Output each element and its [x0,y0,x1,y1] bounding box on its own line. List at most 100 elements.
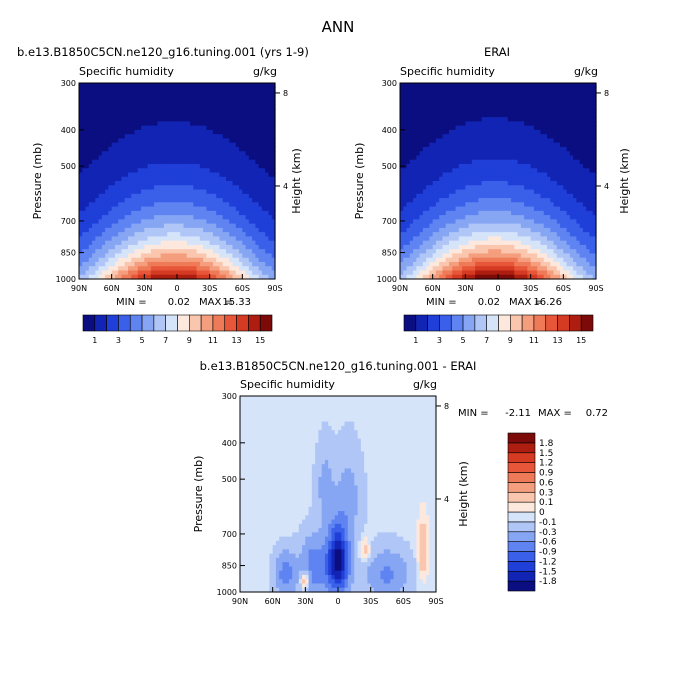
heatmap-cell [258,151,263,157]
heatmap-cell [190,159,194,165]
heatmap-cell [517,100,522,105]
heatmap-cell [435,87,440,93]
heatmap-cell [255,117,260,122]
heatmap-cell [435,232,440,237]
heatmap-cell [419,227,424,233]
heatmap-cell [468,215,473,220]
heatmap-cell [550,172,555,178]
heatmap-cell [186,232,191,237]
heatmap-cell [517,129,522,135]
heatmap-cell [101,172,106,178]
heatmap-cell [481,146,486,152]
heatmap-cell [409,232,414,237]
heatmap-cell [183,95,188,101]
heatmap-cell [511,91,515,97]
heatmap-cell [429,163,434,169]
heatmap-cell [177,198,181,203]
heatmap-cell [180,232,185,237]
heatmap-cell [101,129,106,135]
heatmap-cell [173,104,178,110]
heatmap-cell [455,121,460,127]
heatmap-cell [258,159,263,165]
heatmap-cell [268,270,273,276]
heatmap-cell [507,95,512,101]
heatmap-cell [183,176,188,182]
heatmap-cell [131,104,136,110]
heatmap-cell [416,232,421,237]
heatmap-cell [229,95,234,101]
heatmap-cell [419,206,424,212]
heatmap-cell [550,138,555,144]
heatmap-cell [435,172,440,178]
heatmap-cell [160,83,165,88]
heatmap-cell [481,125,486,131]
heatmap-cell [85,240,90,246]
heatmap-cell [98,134,103,139]
heatmap-cell [403,257,408,263]
heatmap-cell [491,163,496,169]
heatmap-cell [170,87,175,93]
heatmap-cell [199,227,204,233]
heatmap-cell [268,151,273,157]
heatmap-cell [216,257,221,263]
heatmap-cell [128,155,132,161]
heatmap-cell [79,215,83,220]
heatmap-cell [203,146,207,152]
heatmap-cell [105,95,109,101]
heatmap-cell [514,172,519,178]
heatmap-cell [242,163,247,169]
heatmap-cell [101,176,106,182]
heatmap-cell [475,227,479,233]
heatmap-cell [501,198,506,203]
heatmap-cell [209,210,214,216]
heatmap-cell [209,232,214,237]
heatmap-cell [498,159,502,165]
heatmap-cell [524,129,528,135]
heatmap-cell [232,210,237,216]
heatmap-cell [226,91,230,97]
heatmap-cell [543,129,548,135]
heatmap-cell [203,253,207,259]
heatmap-cell [124,181,129,186]
heatmap-cell [491,274,496,280]
heatmap-cell [222,151,227,157]
heatmap-cell [432,100,437,105]
heatmap-cell [426,121,430,127]
heatmap-cell [239,125,243,131]
heatmap-cell [144,274,149,280]
heatmap-cell [255,112,260,118]
heatmap-cell [439,138,444,144]
heatmap-cell [141,215,145,220]
heatmap-cell [537,266,542,272]
heatmap-cell [419,236,424,242]
heatmap-cell [141,181,145,186]
heatmap-cell [219,100,224,105]
heatmap-cell [163,159,168,165]
heatmap-cell [141,125,145,131]
heatmap-cell [232,176,237,182]
heatmap-cell [85,261,90,267]
heatmap-cell [547,210,551,216]
heatmap-cell [235,134,240,139]
heatmap-cell [511,159,515,165]
heatmap-cell [403,172,408,178]
heatmap-cell [475,210,479,216]
heatmap-cell [196,121,201,127]
heatmap-cell [144,210,149,216]
heatmap-cell [429,270,434,276]
heatmap-cell [511,134,515,139]
heatmap-cell [134,142,139,148]
heatmap-cell [141,227,145,233]
heatmap-cell [206,261,211,267]
heatmap-cell [435,223,440,229]
heatmap-cell [527,104,532,110]
heatmap-cell [170,91,175,97]
heatmap-cell [121,163,126,169]
heatmap-cell [520,261,525,267]
colorbar-label: 9 [187,336,192,345]
heatmap-cell [128,129,132,135]
heatmap-cell [219,121,224,127]
heatmap-cell [229,198,234,203]
heatmap-cell [422,146,427,152]
heatmap-cell [265,95,270,101]
